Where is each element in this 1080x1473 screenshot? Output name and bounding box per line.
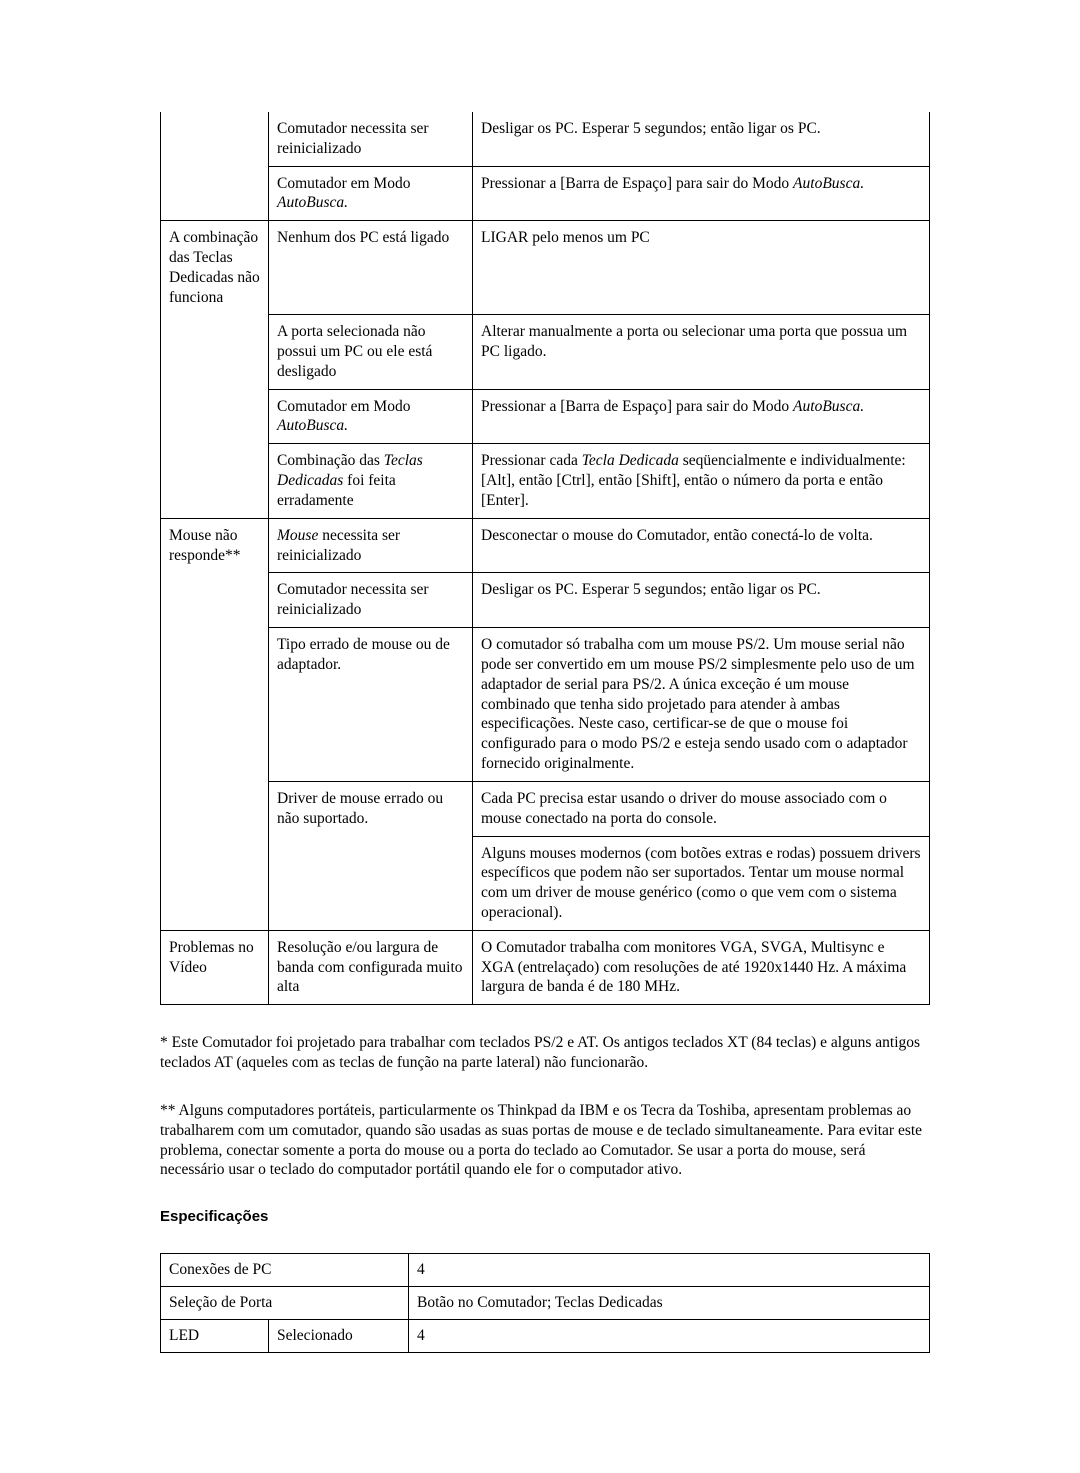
- cell-problem: [161, 444, 269, 518]
- table-row: Comutador em Modo AutoBusca. Pressionar …: [161, 389, 930, 444]
- spec-value: 4: [409, 1319, 930, 1352]
- cell-fix: Pressionar a [Barra de Espaço] para sair…: [473, 166, 930, 221]
- cell-problem: Mouse não responde**: [161, 518, 269, 573]
- cell-fix: Pressionar cada Tecla Dedicada seqüencia…: [473, 444, 930, 518]
- table-row: A porta selecionada não possui um PC ou …: [161, 315, 930, 389]
- spec-label: Seleção de Porta: [161, 1287, 409, 1320]
- cell-fix: Alguns mouses modernos (com botões extra…: [473, 836, 930, 930]
- footnote-1: * Este Comutador foi projetado para trab…: [160, 1033, 930, 1073]
- cell-cause: Nenhum dos PC está ligado: [269, 221, 473, 315]
- cell-fix: Alterar manualmente a porta ou seleciona…: [473, 315, 930, 389]
- table-row: Problemas no Vídeo Resolução e/ou largur…: [161, 930, 930, 1004]
- spec-label: Conexões de PC: [161, 1254, 409, 1287]
- table-row: LED Selecionado 4: [161, 1319, 930, 1352]
- spec-table: Conexões de PC 4 Seleção de Porta Botão …: [160, 1253, 930, 1352]
- cell-problem: Problemas no Vídeo: [161, 930, 269, 1004]
- cell-cause: Mouse necessita ser reinicializado: [269, 518, 473, 573]
- cell-cause: Resolução e/ou largura de banda com conf…: [269, 930, 473, 1004]
- cell-problem: [161, 573, 269, 628]
- cell-cause: A porta selecionada não possui um PC ou …: [269, 315, 473, 389]
- table-row: Comutador necessita ser reinicializado D…: [161, 112, 930, 166]
- cell-fix: Desconectar o mouse do Comutador, então …: [473, 518, 930, 573]
- document-page: Comutador necessita ser reinicializado D…: [0, 0, 1080, 1473]
- cell-problem: [161, 166, 269, 221]
- cell-problem: [161, 112, 269, 166]
- table-row: Comutador necessita ser reinicializado D…: [161, 573, 930, 628]
- cell-problem: [161, 389, 269, 444]
- table-row: Seleção de Porta Botão no Comutador; Tec…: [161, 1287, 930, 1320]
- cell-problem: [161, 836, 269, 930]
- cell-cause: Comutador em Modo AutoBusca.: [269, 166, 473, 221]
- cell-fix: Cada PC precisa estar usando o driver do…: [473, 781, 930, 836]
- cell-problem: [161, 315, 269, 389]
- footnote-2: ** Alguns computadores portáteis, partic…: [160, 1101, 930, 1180]
- table-row: A combinação das Teclas Dedicadas não fu…: [161, 221, 930, 315]
- footnotes: * Este Comutador foi projetado para trab…: [160, 1033, 930, 1180]
- table-row: Comutador em Modo AutoBusca. Pressionar …: [161, 166, 930, 221]
- spec-label: LED: [161, 1319, 269, 1352]
- table-row: Mouse não responde** Mouse necessita ser…: [161, 518, 930, 573]
- cell-cause: Comutador em Modo AutoBusca.: [269, 389, 473, 444]
- cell-fix: Desligar os PC. Esperar 5 segundos; entã…: [473, 573, 930, 628]
- table-row: Driver de mouse errado ou não suportado.…: [161, 781, 930, 836]
- cell-fix: O Comutador trabalha com monitores VGA, …: [473, 930, 930, 1004]
- table-row: Tipo errado de mouse ou de adaptador. O …: [161, 628, 930, 782]
- table-row: Combinação das Teclas Dedicadas foi feit…: [161, 444, 930, 518]
- spec-value: 4: [409, 1254, 930, 1287]
- spec-sublabel: Selecionado: [269, 1319, 409, 1352]
- cell-fix: Desligar os PC. Esperar 5 segundos; entã…: [473, 112, 930, 166]
- cell-cause: Combinação das Teclas Dedicadas foi feit…: [269, 444, 473, 518]
- cell-cause: [269, 836, 473, 930]
- spec-heading: Especificações: [160, 1208, 930, 1225]
- cell-cause: Comutador necessita ser reinicializado: [269, 573, 473, 628]
- spec-value: Botão no Comutador; Teclas Dedicadas: [409, 1287, 930, 1320]
- troubleshoot-table: Comutador necessita ser reinicializado D…: [160, 112, 930, 1005]
- cell-fix: Pressionar a [Barra de Espaço] para sair…: [473, 389, 930, 444]
- cell-problem: [161, 781, 269, 836]
- cell-problem: A combinação das Teclas Dedicadas não fu…: [161, 221, 269, 315]
- table-row: Conexões de PC 4: [161, 1254, 930, 1287]
- cell-problem: [161, 628, 269, 782]
- cell-fix: LIGAR pelo menos um PC: [473, 221, 930, 315]
- cell-cause: Driver de mouse errado ou não suportado.: [269, 781, 473, 836]
- table-row: Alguns mouses modernos (com botões extra…: [161, 836, 930, 930]
- cell-fix: O comutador só trabalha com um mouse PS/…: [473, 628, 930, 782]
- cell-cause: Comutador necessita ser reinicializado: [269, 112, 473, 166]
- cell-cause: Tipo errado de mouse ou de adaptador.: [269, 628, 473, 782]
